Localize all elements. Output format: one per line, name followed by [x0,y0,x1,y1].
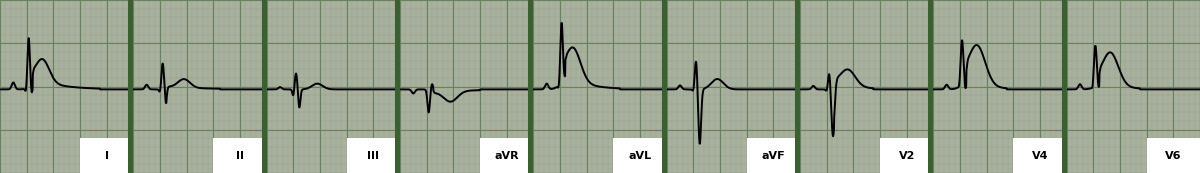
Bar [480,138,533,173]
Text: II: II [236,151,244,161]
Bar [80,138,133,173]
Bar [661,0,667,173]
Text: V2: V2 [899,151,914,161]
Bar [1147,138,1200,173]
Bar [1013,138,1067,173]
Text: I: I [104,151,109,161]
Bar [1062,0,1067,173]
Bar [746,138,800,173]
Text: aVR: aVR [494,151,518,161]
Bar [613,138,667,173]
Bar [214,138,266,173]
Text: V6: V6 [1165,151,1182,161]
Bar [262,0,266,173]
Bar [880,138,934,173]
Bar [929,0,934,173]
Text: V4: V4 [1032,151,1049,161]
Bar [528,0,533,173]
Bar [347,138,400,173]
Bar [796,0,800,173]
Bar [128,0,133,173]
Text: aVL: aVL [629,151,652,161]
Bar [395,0,400,173]
Text: aVF: aVF [762,151,785,161]
Text: III: III [367,151,379,161]
